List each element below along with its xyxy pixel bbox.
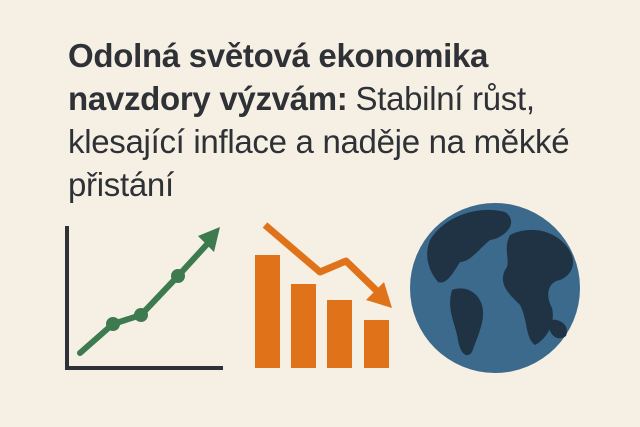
growth-icon bbox=[65, 226, 223, 370]
headline-bold: Odolná světová ekonomika navzdory výzvám… bbox=[68, 37, 489, 117]
headline-regular: Stabilní růst, klesající inflace a naděj… bbox=[68, 80, 570, 203]
inflation-icon bbox=[255, 222, 392, 368]
globe-icon bbox=[410, 203, 580, 373]
headline: Odolná světová ekonomika navzdory výzvám… bbox=[68, 34, 613, 206]
